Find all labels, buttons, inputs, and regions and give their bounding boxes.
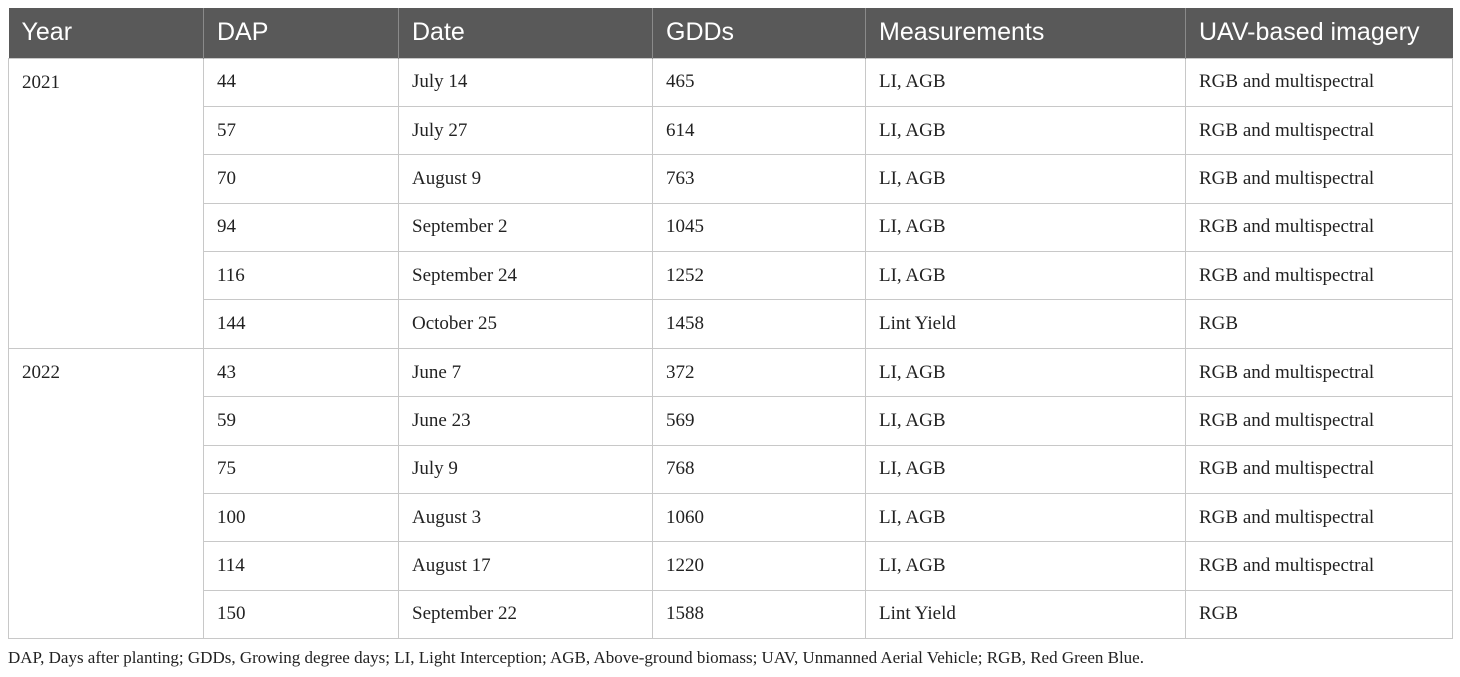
- measurements-cell: LI, AGB: [865, 444, 1186, 495]
- measurements-cell: LI, AGB: [865, 105, 1186, 156]
- year-cell: 2021: [8, 57, 204, 349]
- gdds-cell: 1588: [652, 589, 866, 640]
- uav-imagery-cell: RGB and multispectral: [1185, 251, 1453, 301]
- measurements-cell: LI, AGB: [865, 347, 1186, 398]
- gdds-cell: 763: [652, 154, 866, 204]
- date-cell: July 14: [398, 57, 653, 107]
- gdds-cell: 1045: [652, 202, 866, 253]
- measurements-cell: LI, AGB: [865, 154, 1186, 204]
- gdds-cell: 614: [652, 105, 866, 156]
- uav-imagery-cell: RGB: [1185, 299, 1453, 349]
- date-cell: June 23: [398, 396, 653, 446]
- date-cell: August 17: [398, 541, 653, 591]
- dap-cell: 59: [203, 396, 399, 446]
- uav-imagery-cell: RGB and multispectral: [1185, 57, 1453, 107]
- header-uav-imagery: UAV-based imagery: [1185, 8, 1453, 58]
- table-row: 70 August 9 763 LI, AGB RGB and multispectra…: [9, 154, 1453, 204]
- table-row: 116 September 24 1252 LI, AGB RGB and multis…: [9, 251, 1453, 301]
- header-gdds: GDDs: [652, 8, 866, 58]
- table-row: 2022 43 June 7 372 LI, AGB RGB and multispect…: [8, 347, 1453, 640]
- header-date: Date: [398, 8, 653, 58]
- year-cell: 2022: [8, 347, 204, 640]
- uav-imagery-cell: RGB and multispectral: [1185, 347, 1453, 398]
- dap-cell: 144: [203, 299, 399, 349]
- header-year: Year: [8, 8, 204, 58]
- table-row: 75 July 9 768 LI, AGB RGB and multispectral: [9, 444, 1453, 495]
- header-row: Year DAP Date GDDs Measurements UAV-base…: [8, 8, 1453, 58]
- measurements-cell: Lint Yield: [865, 299, 1186, 349]
- gdds-cell: 1220: [652, 541, 866, 591]
- dap-cell: 43: [203, 347, 399, 398]
- gdds-cell: 1252: [652, 251, 866, 301]
- uav-imagery-cell: RGB and multispectral: [1185, 202, 1453, 253]
- table-footnote: DAP, Days after planting; GDDs, Growing …: [8, 648, 1144, 667]
- header-measurements: Measurements: [865, 8, 1186, 58]
- gdds-cell: 569: [652, 396, 866, 446]
- data-table-container: Year DAP Date GDDs Measurements UAV-base…: [8, 8, 1453, 640]
- date-cell: June 7: [398, 347, 653, 398]
- uav-imagery-cell: RGB and multispectral: [1185, 154, 1453, 204]
- date-cell: September 22: [398, 589, 653, 640]
- measurements-cell: LI, AGB: [865, 493, 1186, 543]
- table-row: 94 September 2 1045 LI, AGB RGB and multispe…: [9, 202, 1453, 253]
- uav-imagery-cell: RGB and multispectral: [1185, 444, 1453, 495]
- dap-cell: 116: [203, 251, 399, 301]
- table-row: 2021 44 July 14 465 LI, AGB RGB and multispec…: [8, 57, 1453, 349]
- table-row: 59 June 23 569 LI, AGB RGB and multispectral: [9, 396, 1453, 446]
- measurements-cell: LI, AGB: [865, 396, 1186, 446]
- uav-imagery-cell: RGB and multispectral: [1185, 105, 1453, 156]
- measurements-cell: Lint Yield: [865, 589, 1186, 640]
- table-header: Year DAP Date GDDs Measurements UAV-base…: [8, 8, 1453, 58]
- dap-cell: 75: [203, 444, 399, 495]
- gdds-cell: 465: [652, 57, 866, 107]
- date-cell: October 25: [398, 299, 653, 349]
- dap-cell: 100: [203, 493, 399, 543]
- uav-imagery-cell: RGB and multispectral: [1185, 541, 1453, 591]
- table-row: 144 October 25 1458 Lint Yield RGB: [9, 299, 1453, 349]
- data-table: Year DAP Date GDDs Measurements UAV-base…: [8, 8, 1453, 640]
- table-row: 57 July 27 614 LI, AGB RGB and multispectral: [9, 105, 1453, 156]
- date-cell: August 3: [398, 493, 653, 543]
- table-body: 2021 44 July 14 465 LI, AGB RGB and multispec…: [8, 57, 1453, 640]
- gdds-cell: 1060: [652, 493, 866, 543]
- gdds-cell: 1458: [652, 299, 866, 349]
- table-row: 114 August 17 1220 LI, AGB RGB and multispec…: [9, 541, 1453, 591]
- table-row: 150 September 22 1588 Lint Yield RGB: [9, 589, 1453, 640]
- uav-imagery-cell: RGB and multispectral: [1185, 493, 1453, 543]
- date-cell: July 27: [398, 105, 653, 156]
- dap-cell: 44: [203, 57, 399, 107]
- dap-cell: 57: [203, 105, 399, 156]
- measurements-cell: LI, AGB: [865, 541, 1186, 591]
- date-cell: September 2: [398, 202, 653, 253]
- date-cell: September 24: [398, 251, 653, 301]
- uav-imagery-cell: RGB and multispectral: [1185, 396, 1453, 446]
- dap-cell: 70: [203, 154, 399, 204]
- dap-cell: 94: [203, 202, 399, 253]
- date-cell: August 9: [398, 154, 653, 204]
- header-dap: DAP: [203, 8, 399, 58]
- dap-cell: 150: [203, 589, 399, 640]
- measurements-cell: LI, AGB: [865, 251, 1186, 301]
- measurements-cell: LI, AGB: [865, 202, 1186, 253]
- measurements-cell: LI, AGB: [865, 57, 1186, 107]
- dap-cell: 114: [203, 541, 399, 591]
- uav-imagery-cell: RGB: [1185, 589, 1453, 640]
- date-cell: July 9: [398, 444, 653, 495]
- gdds-cell: 768: [652, 444, 866, 495]
- gdds-cell: 372: [652, 347, 866, 398]
- table-row: 100 August 3 1060 LI, AGB RGB and multispect…: [9, 493, 1453, 543]
